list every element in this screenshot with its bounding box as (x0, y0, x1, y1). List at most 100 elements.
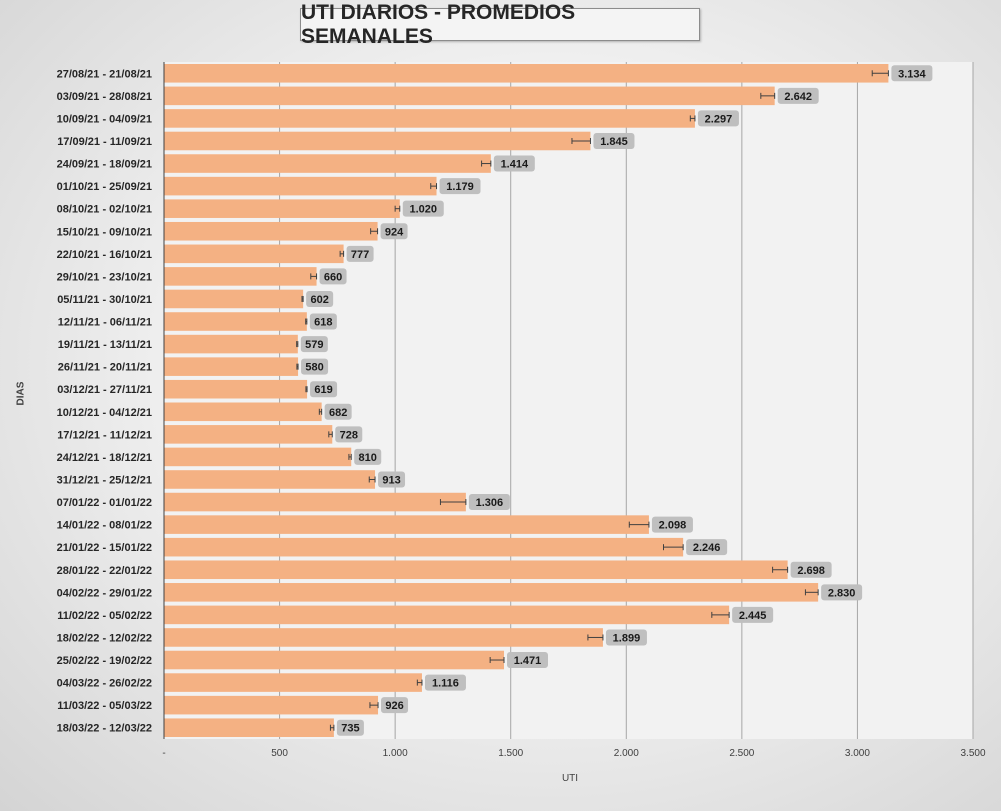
data-label-box (821, 584, 863, 601)
x-tick-label: 3.000 (845, 748, 870, 759)
bar (164, 379, 308, 399)
x-tick-label: 2.500 (729, 748, 754, 759)
data-label: 602 (310, 294, 328, 306)
category-label: 28/01/22 - 22/01/22 (57, 565, 152, 577)
data-label: 682 (329, 407, 347, 419)
data-label-box (381, 697, 409, 714)
data-label: 1.899 (613, 632, 641, 644)
bar (164, 695, 379, 715)
data-label: 580 (305, 362, 323, 374)
category-label: 12/11/21 - 06/11/21 (58, 317, 152, 329)
data-label: 1.179 (446, 181, 474, 193)
data-label: 926 (385, 700, 403, 712)
bar (164, 718, 334, 737)
data-label: 913 (382, 474, 400, 486)
bar (164, 628, 603, 647)
data-label-box (790, 561, 832, 578)
category-label: 10/09/21 - 04/09/21 (57, 113, 152, 125)
category-label: 24/12/21 - 18/12/21 (57, 452, 152, 464)
data-label-box (300, 336, 328, 353)
data-label: 618 (314, 317, 332, 329)
category-label: 04/03/22 - 26/02/22 (57, 678, 152, 690)
data-label-box (593, 132, 635, 149)
category-label: 31/12/21 - 25/12/21 (57, 474, 152, 486)
data-label-box (378, 471, 406, 488)
category-label: 15/10/21 - 09/10/21 (57, 226, 152, 238)
bar (164, 515, 649, 534)
data-label-box (335, 426, 363, 443)
bar (164, 176, 437, 196)
data-label: 1.414 (501, 159, 529, 171)
data-label-box (891, 65, 933, 82)
data-label-box (605, 629, 647, 646)
category-label: 11/02/22 - 05/02/22 (57, 610, 152, 622)
data-label-box (468, 494, 510, 511)
data-label: 810 (359, 452, 377, 464)
data-label-box (301, 358, 329, 375)
bar (164, 425, 333, 444)
data-label-box (354, 448, 382, 465)
bar (164, 470, 376, 489)
data-label: 735 (341, 723, 359, 735)
data-label-box (310, 381, 338, 398)
y-axis-label: DIAS (15, 381, 27, 406)
bar (164, 244, 344, 264)
bar (164, 537, 684, 557)
category-label: 01/10/21 - 25/09/21 (57, 181, 152, 193)
bar (164, 673, 422, 692)
bar (164, 334, 298, 354)
bar (164, 86, 775, 106)
category-label: 19/11/21 - 13/11/21 (58, 339, 152, 351)
category-label: 03/09/21 - 28/08/21 (57, 91, 152, 103)
category-label: 17/09/21 - 11/09/21 (57, 136, 152, 148)
data-label-box (306, 290, 334, 307)
bar (164, 650, 505, 670)
data-label: 1.020 (410, 204, 438, 216)
data-label: 1.471 (514, 655, 542, 667)
x-tick-label: 1.000 (383, 748, 408, 759)
data-label-box (380, 223, 408, 240)
category-label: 22/10/21 - 16/10/21 (57, 249, 152, 261)
data-label: 728 (340, 429, 358, 441)
x-axis-label: UTI (561, 773, 579, 784)
x-tick-label: 1.500 (498, 748, 523, 759)
data-label: 924 (385, 226, 404, 238)
bar (164, 357, 299, 376)
bar (164, 289, 304, 309)
bar (164, 447, 352, 467)
category-label: 26/11/21 - 20/11/21 (58, 362, 152, 374)
data-label-box (346, 245, 374, 262)
data-label-box (697, 110, 739, 127)
data-label-box (319, 268, 347, 285)
data-label-box (336, 719, 364, 736)
data-label: 2.698 (797, 565, 825, 577)
bar (164, 560, 788, 580)
data-label-box (507, 652, 549, 669)
data-label-box (439, 178, 481, 195)
category-label: 17/12/21 - 11/12/21 (57, 429, 152, 441)
bar (164, 583, 819, 602)
bar (164, 605, 730, 625)
data-label: 1.116 (432, 678, 459, 690)
category-label: 18/02/22 - 12/02/22 (57, 632, 152, 644)
category-label: 21/01/22 - 15/01/22 (57, 542, 152, 554)
data-label-box (402, 200, 444, 217)
category-label: 07/01/22 - 01/01/22 (57, 497, 152, 509)
category-label: 05/11/21 - 30/10/21 (57, 294, 152, 306)
data-label: 2.098 (659, 520, 687, 532)
data-label: 2.830 (828, 587, 856, 599)
x-tick-label: 500 (271, 748, 288, 759)
data-label: 619 (314, 384, 332, 396)
bar (164, 109, 695, 128)
category-label: 24/09/21 - 18/09/21 (57, 159, 152, 171)
category-label: 18/03/22 - 12/03/22 (57, 723, 152, 735)
bar (164, 154, 491, 173)
bar (164, 492, 466, 512)
data-label: 3.134 (898, 68, 926, 80)
data-label-box (424, 674, 466, 691)
bar (164, 221, 378, 241)
data-label: 2.642 (784, 91, 812, 103)
data-label: 2.297 (705, 113, 733, 125)
x-tick-label: 3.500 (960, 748, 985, 759)
